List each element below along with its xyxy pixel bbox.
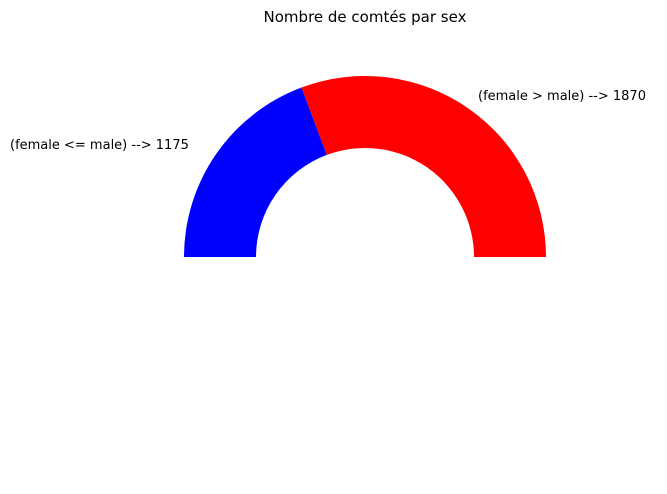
slice-0 — [184, 87, 327, 258]
chart-title: Nombre de comtés par sex — [264, 8, 467, 26]
slice-label-0: (female <= male) --> 1175 — [10, 138, 189, 153]
chart-slices — [184, 76, 546, 258]
slice-1 — [301, 76, 546, 257]
slice-label-1: (female > male) --> 1870 — [478, 89, 646, 104]
chart-labels: (female <= male) --> 1175 (female > male)… — [10, 89, 646, 153]
